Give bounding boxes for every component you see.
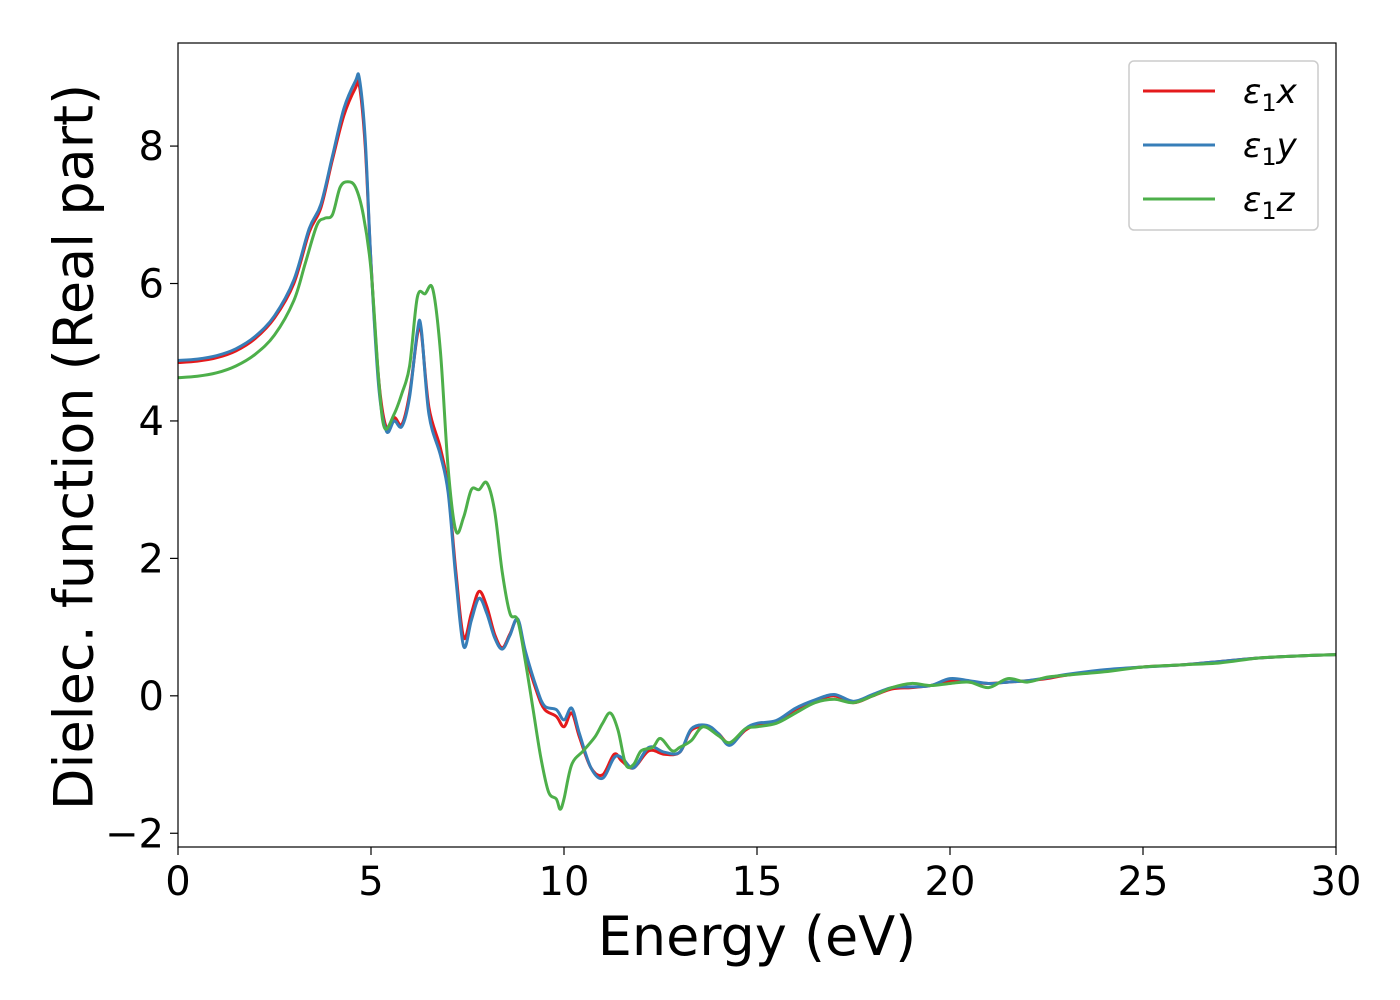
y-tick-label: 0 xyxy=(139,674,164,720)
legend-entry-x: ε1x xyxy=(1243,72,1298,117)
x-tick-label: 25 xyxy=(1118,859,1169,905)
series-line-z xyxy=(178,180,1336,811)
x-tick-label: 10 xyxy=(539,859,590,905)
legend-box xyxy=(1128,60,1319,231)
legend: ε1x ε1y ε1z xyxy=(1128,60,1319,231)
series-layer xyxy=(178,72,1336,811)
x-tick-label: 0 xyxy=(165,859,190,905)
x-axis-label: Energy (eV) xyxy=(598,905,917,968)
x-tick-label: 15 xyxy=(732,859,783,905)
y-axis-ticks: −2 0 2 4 6 8 xyxy=(105,124,178,857)
x-tick-label: 20 xyxy=(925,859,976,905)
x-tick-label: 30 xyxy=(1311,859,1362,905)
x-tick-label: 5 xyxy=(358,859,383,905)
y-tick-label: −2 xyxy=(105,811,164,857)
series-line-y xyxy=(178,72,1336,781)
legend-entry-y: ε1y xyxy=(1243,126,1298,171)
y-tick-label: 8 xyxy=(139,124,164,170)
y-tick-label: 6 xyxy=(139,262,164,308)
legend-entry-z: ε1z xyxy=(1243,180,1296,225)
y-tick-label: 4 xyxy=(139,399,164,445)
x-axis-ticks: 0 5 10 15 20 25 30 xyxy=(165,847,1361,905)
y-tick-label: 2 xyxy=(139,536,164,582)
y-axis-label: Dielec. function (Real part) xyxy=(43,84,106,810)
